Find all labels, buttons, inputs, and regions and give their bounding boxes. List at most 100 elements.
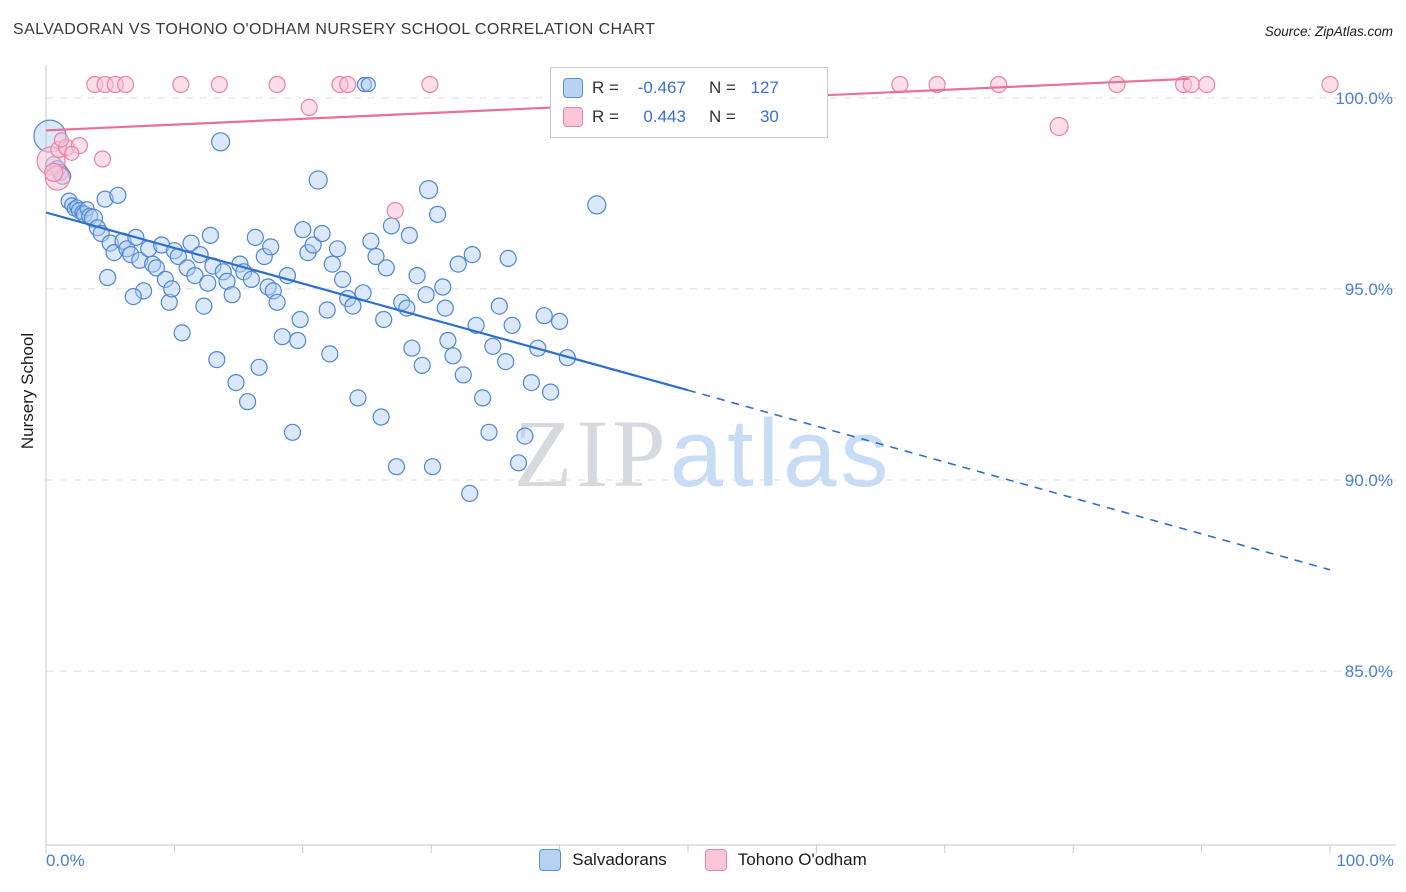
scatter-point xyxy=(990,75,1008,94)
scatter-point xyxy=(294,221,312,239)
scatter-point xyxy=(362,232,380,250)
source-attribution: Source: ZipAtlas.com xyxy=(1264,24,1393,39)
salvadorans-color-swatch xyxy=(539,849,562,871)
scatter-point xyxy=(289,331,307,350)
scatter-point xyxy=(262,238,280,256)
scatter-point xyxy=(490,297,508,315)
scatter-point xyxy=(587,195,607,215)
n-label-tohono: N = xyxy=(708,107,736,126)
scatter-point xyxy=(124,288,142,306)
legend-label-tohono: Tohono O'odham xyxy=(737,850,867,869)
scatter-point xyxy=(499,249,517,267)
scatter-point xyxy=(160,293,178,311)
scatter-point xyxy=(375,310,393,329)
scatter-point xyxy=(480,423,498,441)
scatter-point xyxy=(1321,75,1339,94)
scatter-point xyxy=(349,389,367,407)
y-axis-tick-label: 95.0% xyxy=(1345,280,1393,299)
scatter-point xyxy=(474,389,492,407)
scatter-point xyxy=(429,205,447,223)
scatter-point xyxy=(135,282,153,300)
scatter-point xyxy=(454,366,472,384)
scatter-point xyxy=(891,75,909,94)
scatter-point xyxy=(387,458,406,476)
scatter-point xyxy=(156,270,174,288)
series-legend: Salvadorans Tohono O'odham xyxy=(0,849,1406,871)
legend-item-tohono: Tohono O'odham xyxy=(704,849,867,871)
scatter-point xyxy=(439,331,457,350)
r-label-tohono: R = xyxy=(592,107,619,126)
scatter-point xyxy=(173,324,191,342)
scatter-point xyxy=(273,328,291,346)
scatter-point xyxy=(116,75,135,94)
scatter-point xyxy=(419,180,439,200)
scatter-point xyxy=(131,251,149,269)
scatter-point xyxy=(323,255,341,273)
scatter-point xyxy=(96,190,114,208)
scatter-point xyxy=(449,255,467,273)
scatter-point xyxy=(344,297,362,315)
scatter-point xyxy=(436,299,454,317)
scatter-point xyxy=(227,374,245,392)
scatter-point xyxy=(550,312,569,330)
correlation-stats-legend: R = -0.467 N = 127 R = 0.443 N = 30 xyxy=(550,67,828,138)
trend-line-solid xyxy=(45,211,689,392)
scatter-point xyxy=(304,236,322,254)
scatter-point xyxy=(417,286,435,304)
n-label-salvadorans: N = xyxy=(708,78,736,97)
y-axis-tick-label: 100.0% xyxy=(1335,89,1393,108)
scatter-point xyxy=(201,226,219,244)
scatter-point xyxy=(377,259,395,277)
scatter-point xyxy=(250,358,268,376)
scatter-point xyxy=(268,293,286,311)
scatter-point xyxy=(509,454,528,472)
scatter-point xyxy=(356,76,372,93)
scatter-point xyxy=(83,208,104,228)
scatter-point xyxy=(497,353,515,371)
scatter-point xyxy=(444,347,462,365)
scatter-point xyxy=(334,270,352,288)
scatter-point xyxy=(522,374,541,392)
scatter-point xyxy=(400,226,418,244)
x-axis-min-label: 0.0% xyxy=(46,851,85,870)
scatter-point xyxy=(1049,116,1069,137)
scatter-point xyxy=(268,75,286,94)
scatter-point xyxy=(242,270,260,288)
x-axis-max-label: 100.0% xyxy=(1336,851,1394,870)
y-axis-title: Nursery School xyxy=(18,332,37,450)
scatter-point xyxy=(172,75,190,94)
legend-label-salvadorans: Salvadorans xyxy=(572,850,667,869)
scatter-point xyxy=(408,267,426,285)
scatter-point xyxy=(372,408,390,426)
scatter-point xyxy=(928,75,946,94)
scatter-point xyxy=(291,310,309,329)
scatter-point xyxy=(328,240,347,258)
scatter-point xyxy=(147,259,165,277)
trend-line-dashed xyxy=(687,389,1331,571)
legend-item-salvadorans: Salvadorans xyxy=(539,849,667,871)
zipatlas-watermark: ZIPatlas xyxy=(0,398,1406,509)
scatter-point xyxy=(413,356,431,374)
scatter-point xyxy=(44,162,64,182)
scatter-point xyxy=(211,132,231,152)
scatter-point xyxy=(1198,75,1216,94)
scatter-point xyxy=(64,145,80,161)
scatter-point xyxy=(255,247,273,266)
scatter-point xyxy=(283,423,302,441)
scatter-point xyxy=(199,274,217,292)
scatter-point xyxy=(403,339,421,357)
stats-row-salvadorans: R = -0.467 N = 127 xyxy=(563,78,815,98)
y-axis-tick-label: 90.0% xyxy=(1345,471,1393,490)
scatter-point xyxy=(484,337,502,355)
chart-title: SALVADORAN VS TOHONO O'ODHAM NURSERY SCH… xyxy=(13,21,656,38)
scatter-point xyxy=(318,301,336,319)
scatter-point xyxy=(208,351,226,369)
scatter-point xyxy=(101,234,119,252)
scatter-point xyxy=(93,150,112,168)
r-value-salvadorans: -0.467 xyxy=(637,78,686,97)
scatter-point xyxy=(246,228,264,246)
scatter-point xyxy=(360,76,376,93)
scatter-point xyxy=(239,393,257,411)
scatter-point xyxy=(516,427,534,445)
